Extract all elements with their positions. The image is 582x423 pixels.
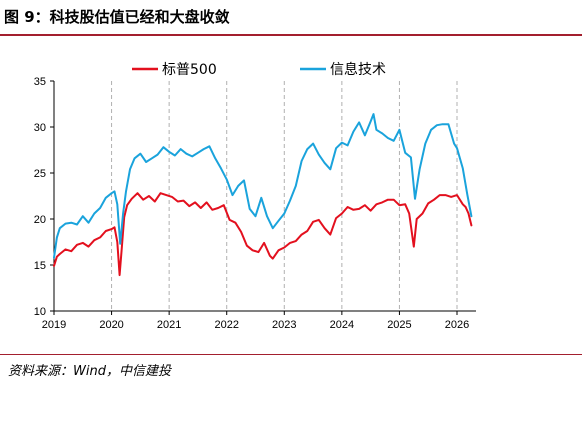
x-tick-label: 2022 [214,319,238,331]
x-tick-label: 2019 [42,319,66,331]
y-tick-label: 30 [34,122,46,134]
y-tick-label: 35 [34,76,46,88]
series-lines [53,113,473,277]
x-tick-label: 2026 [445,319,469,331]
legend-label-infotech: 信息技术 [330,61,386,78]
y-tick-label: 15 [34,260,46,272]
title-rule [0,34,582,36]
x-tick-label: 2020 [99,319,123,331]
x-tick-label: 2024 [330,319,354,331]
legend: 标普500 信息技术 [132,61,386,78]
series-line-infotech [53,113,473,259]
y-tick-label: 20 [34,214,46,226]
x-tick-label: 2021 [157,319,181,331]
gridlines [111,81,458,311]
source-rule [0,354,582,355]
legend-label-sp500: 标普500 [162,62,217,78]
source-note: 资料来源：Wind，中信建投 [8,364,171,379]
y-tick-label: 10 [34,306,46,318]
series-line-sp500 [53,192,473,277]
x-tick-label: 2023 [272,319,296,331]
chart-title: 图 9：科技股估值已经和大盘收敛 [4,8,230,26]
x-tick-label: 2025 [387,319,411,331]
y-tick-label: 25 [34,168,46,180]
